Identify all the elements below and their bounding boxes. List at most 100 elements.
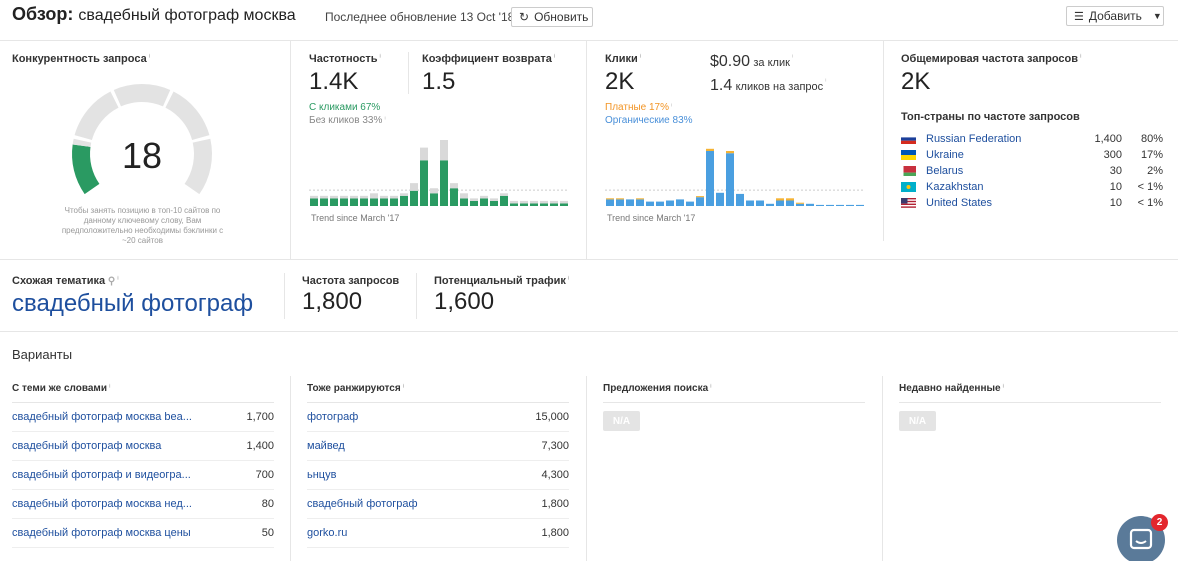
trend-bar — [480, 195, 488, 199]
chat-button[interactable] — [1117, 516, 1165, 561]
volume-trend-chart — [309, 140, 569, 206]
trend-bar — [400, 193, 408, 196]
same-terms-label: С теми же словами ⁱ — [12, 383, 111, 394]
keyword-volume: 7,300 — [541, 440, 569, 452]
refresh-button[interactable]: ↻ Обновить — [511, 7, 593, 27]
divider — [883, 41, 884, 241]
trend-bar — [440, 160, 448, 206]
keyword-row: свадебный фотограф москва цены 50 — [12, 519, 274, 548]
trend-bar — [440, 140, 448, 161]
flag-us-icon — [901, 198, 916, 208]
trend-bar — [330, 198, 338, 206]
add-button[interactable]: ☰ Добавить ▼ — [1066, 6, 1164, 26]
keyword-link[interactable]: ьнцув — [307, 469, 337, 481]
keyword-link[interactable]: свадебный фотограф москва нед... — [12, 498, 192, 510]
keyword-volume: 700 — [255, 469, 274, 481]
divider — [416, 273, 417, 319]
trend-bar — [616, 199, 624, 206]
flag-by-icon — [901, 166, 916, 176]
trend-bar — [696, 197, 704, 206]
also-rank-label: Тоже ранжируются ⁱ — [307, 383, 405, 394]
trend-bar — [756, 200, 764, 206]
trend-bar — [746, 200, 754, 206]
keyword-link[interactable]: фотограф — [307, 411, 359, 423]
country-percent: < 1% — [1137, 197, 1163, 209]
country-row: United States 10 < 1% — [901, 195, 1163, 211]
keyword-link[interactable]: gorko.ru — [307, 527, 348, 539]
trend-bar — [460, 198, 468, 206]
link-icon: ⚲ — [105, 276, 116, 287]
parent-topic-link[interactable]: свадебный фотограф — [12, 290, 254, 317]
keyword-row: свадебный фотограф и видеогра... 700 — [12, 461, 274, 490]
divider — [603, 402, 865, 403]
trend-bar — [616, 198, 624, 200]
trend-bar — [320, 195, 328, 199]
country-name[interactable]: Russian Federation — [926, 133, 1022, 145]
trend-bar — [360, 195, 368, 199]
trend-bar — [776, 198, 784, 201]
flag-kz-icon — [901, 182, 916, 192]
trend-bar — [340, 195, 348, 199]
organic-pct: Органические 83% — [605, 115, 693, 126]
trend-bar — [560, 203, 568, 206]
divider — [899, 402, 1161, 403]
trend-bar — [706, 148, 714, 151]
trend-bar — [856, 204, 864, 206]
trend-bar — [736, 193, 744, 206]
country-name[interactable]: Ukraine — [926, 149, 964, 161]
page-title: Обзор: свадебный фотограф москва — [12, 4, 296, 25]
country-percent: < 1% — [1137, 181, 1163, 193]
keyword-volume: 1,400 — [246, 440, 274, 452]
country-name[interactable]: Kazakhstan — [926, 181, 984, 193]
trend-bar — [686, 201, 694, 206]
cps-value: 1.4 — [710, 77, 733, 94]
trend-bar — [370, 193, 378, 199]
global-volume-value: 2K — [901, 68, 931, 95]
country-percent: 17% — [1140, 149, 1163, 161]
keyword-volume: 50 — [261, 527, 274, 539]
keyword-link[interactable]: свадебный фотограф — [307, 498, 418, 510]
keyword-volume: 15,000 — [535, 411, 569, 423]
parent-volume-label: Частота запросов — [302, 275, 400, 287]
divider — [586, 376, 587, 561]
trend-bar — [460, 193, 468, 199]
traffic-potential-label: Потенциальный трафик ⁱ — [434, 275, 570, 287]
trend-bar — [726, 151, 734, 154]
keyword-row: свадебный фотограф москва 1,400 — [12, 432, 274, 461]
trend-bar — [390, 195, 398, 199]
keyword-link[interactable]: свадебный фотограф москва цены — [12, 527, 191, 539]
paid-pct: Платные 17% ⁱ — [605, 102, 673, 113]
trend-bar — [520, 200, 528, 204]
keyword-volume: 1,800 — [541, 498, 569, 510]
trend-bar — [480, 198, 488, 206]
keyword-link[interactable]: свадебный фотограф москва — [12, 440, 162, 452]
trend-bar — [510, 203, 518, 206]
gauge-segment — [184, 138, 212, 195]
trend-bar — [626, 199, 634, 206]
trend-bar — [430, 193, 438, 206]
keyword-link[interactable]: майвед — [307, 440, 345, 452]
country-name[interactable]: Belarus — [926, 165, 964, 177]
chat-icon — [1129, 528, 1153, 550]
trend-bar — [410, 190, 418, 206]
trend-bar — [470, 198, 478, 201]
keyword-row: майвед 7,300 — [307, 432, 569, 461]
divider — [586, 41, 587, 259]
country-percent: 80% — [1140, 133, 1163, 145]
trend-bar — [766, 203, 774, 206]
trend-bar — [470, 200, 478, 206]
keyword-link[interactable]: свадебный фотограф и видеогра... — [12, 469, 191, 481]
trend-bar — [520, 203, 528, 206]
country-volume: 10 — [1109, 197, 1122, 209]
difficulty-note: Чтобы занять позицию в топ-10 сайтов по … — [61, 206, 224, 245]
newly-found-label: Недавно найденные ⁱ — [899, 383, 1005, 394]
country-volume: 300 — [1103, 149, 1122, 161]
trend-bar — [510, 200, 518, 204]
trend-bar — [350, 195, 358, 199]
keyword-link[interactable]: свадебный фотограф москва bea... — [12, 411, 192, 423]
return-rate-label: Коэффициент возврата ⁱ — [422, 53, 556, 65]
suggestions-na: N/A — [603, 411, 640, 431]
trend-bar — [530, 200, 538, 204]
trend-bar — [310, 198, 318, 206]
country-name[interactable]: United States — [926, 197, 993, 209]
